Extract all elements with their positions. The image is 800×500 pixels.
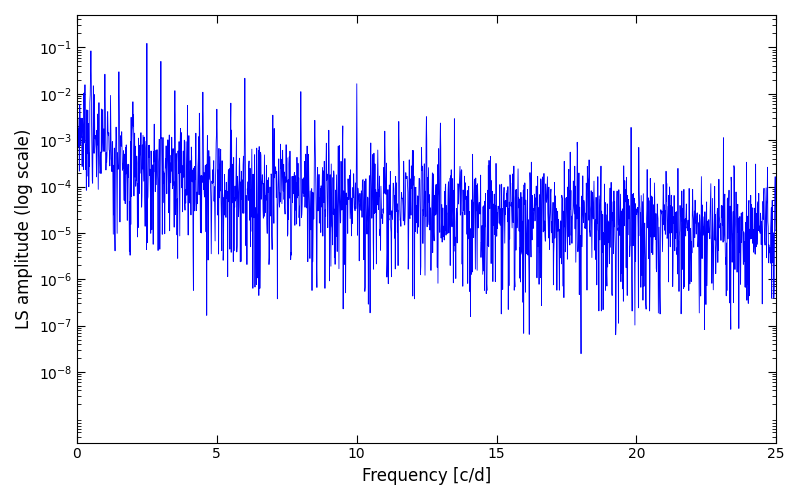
X-axis label: Frequency [c/d]: Frequency [c/d] <box>362 467 491 485</box>
Y-axis label: LS amplitude (log scale): LS amplitude (log scale) <box>15 128 33 329</box>
